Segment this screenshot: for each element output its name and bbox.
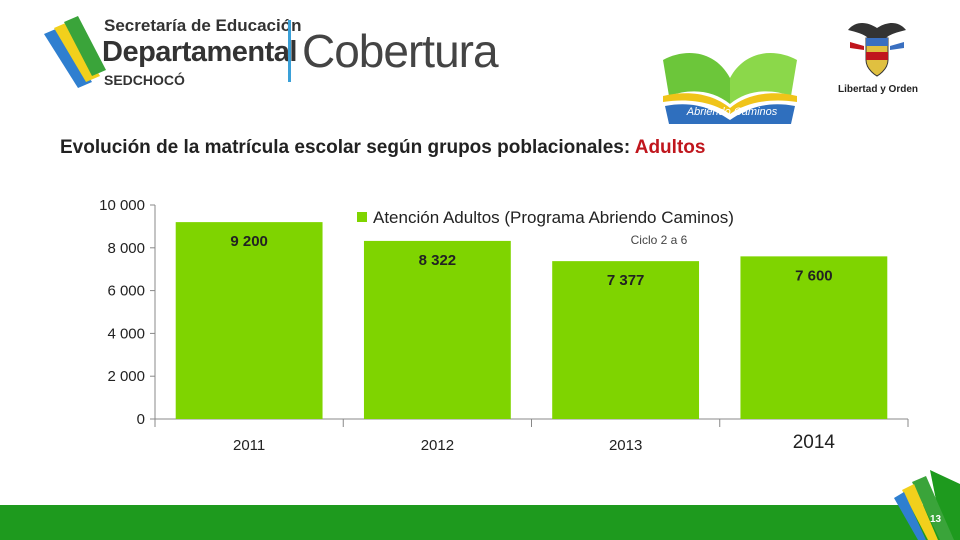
legend-label: Atención Adultos (Programa Abriendo Cami… [373, 208, 734, 227]
bar-2013 [552, 261, 700, 419]
data-label-2013: 7 377 [607, 272, 645, 289]
book-logo-label: Abriendo Caminos [686, 106, 778, 118]
secretaria-line3: SEDCHOCÓ [104, 72, 185, 88]
y-tick-label: 0 [137, 411, 145, 428]
y-tick-label: 8 000 [107, 240, 145, 257]
secretaria-line2: Departamental [102, 36, 297, 68]
y-tick-label: 2 000 [107, 368, 145, 385]
data-label-2012: 8 322 [419, 252, 457, 269]
page-number: 13 [930, 514, 942, 525]
bar-2012 [363, 240, 511, 419]
secretaria-logo-icon [44, 16, 106, 88]
book-logo-icon [663, 53, 797, 124]
slide-title-main: Evolución de la matrícula escolar según … [60, 137, 631, 158]
x-tick-label-2011: 2011 [233, 437, 265, 454]
secretaria-logo: Secretaría de Educación Departamental SE… [40, 14, 499, 94]
slide-title: Evolución de la matrícula escolar según … [60, 137, 705, 159]
slide-title-accent: Adultos [634, 137, 706, 158]
cobertura-logo-text: Cobertura [302, 25, 499, 77]
data-label-2014: 7 600 [795, 267, 833, 284]
bar-2014 [740, 256, 888, 419]
bar-2011 [175, 222, 323, 419]
legend-swatch [357, 212, 367, 222]
chart-annotation: Ciclo 2 a 6 [631, 233, 688, 247]
colombia-crest-icon [848, 23, 906, 77]
data-label-2011: 9 200 [230, 233, 268, 250]
footer-corner-decoration [894, 470, 960, 540]
x-tick-label-2012: 2012 [421, 437, 454, 454]
x-tick-label-2014: 2014 [793, 432, 836, 453]
secretaria-line1: Secretaría de Educación [104, 16, 302, 35]
footer-bar [0, 505, 960, 540]
crest-label: Libertad y Orden [837, 84, 918, 95]
x-tick-label-2013: 2013 [609, 437, 642, 454]
y-tick-label: 4 000 [107, 325, 145, 342]
y-tick-label: 6 000 [107, 283, 145, 300]
logo-divider [288, 20, 291, 82]
y-tick-label: 10 000 [99, 197, 145, 214]
